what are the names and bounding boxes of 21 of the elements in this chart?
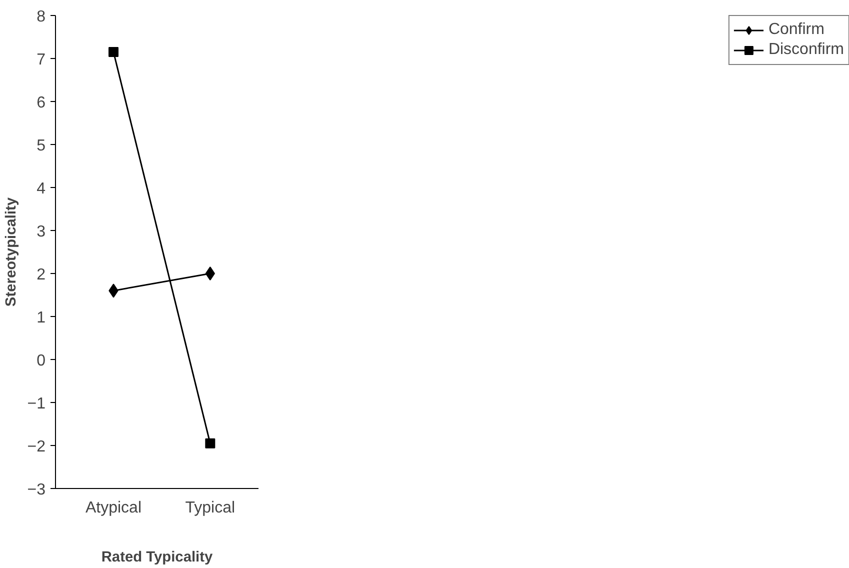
x-tick-label: Atypical	[85, 500, 142, 516]
y-tick-label: −2	[27, 438, 46, 456]
y-tick-label: 3	[36, 224, 46, 240]
y-tick-label: −3	[27, 482, 46, 498]
y-tick-label: 8	[36, 8, 46, 26]
x-tick-label: Typical	[185, 500, 236, 516]
legend-label: Disconfirm	[768, 41, 844, 59]
y-tick-label: 5	[36, 138, 46, 154]
y-tick-label: 7	[36, 52, 46, 68]
point	[108, 47, 118, 58]
y-tick-label: 2	[36, 266, 46, 284]
y-axis-title: Stereotypicality	[3, 196, 20, 307]
y-tick-label: −1	[27, 396, 46, 412]
legend-label: Confirm	[768, 21, 824, 39]
y-tick-label: 1	[36, 310, 46, 326]
y-tick-label: 0	[36, 352, 46, 370]
point	[205, 438, 216, 448]
x-axis-title: Rated Typicality	[101, 550, 214, 566]
y-tick-label: 4	[36, 180, 46, 198]
point	[205, 266, 215, 280]
y-tick-label: 6	[36, 94, 46, 112]
